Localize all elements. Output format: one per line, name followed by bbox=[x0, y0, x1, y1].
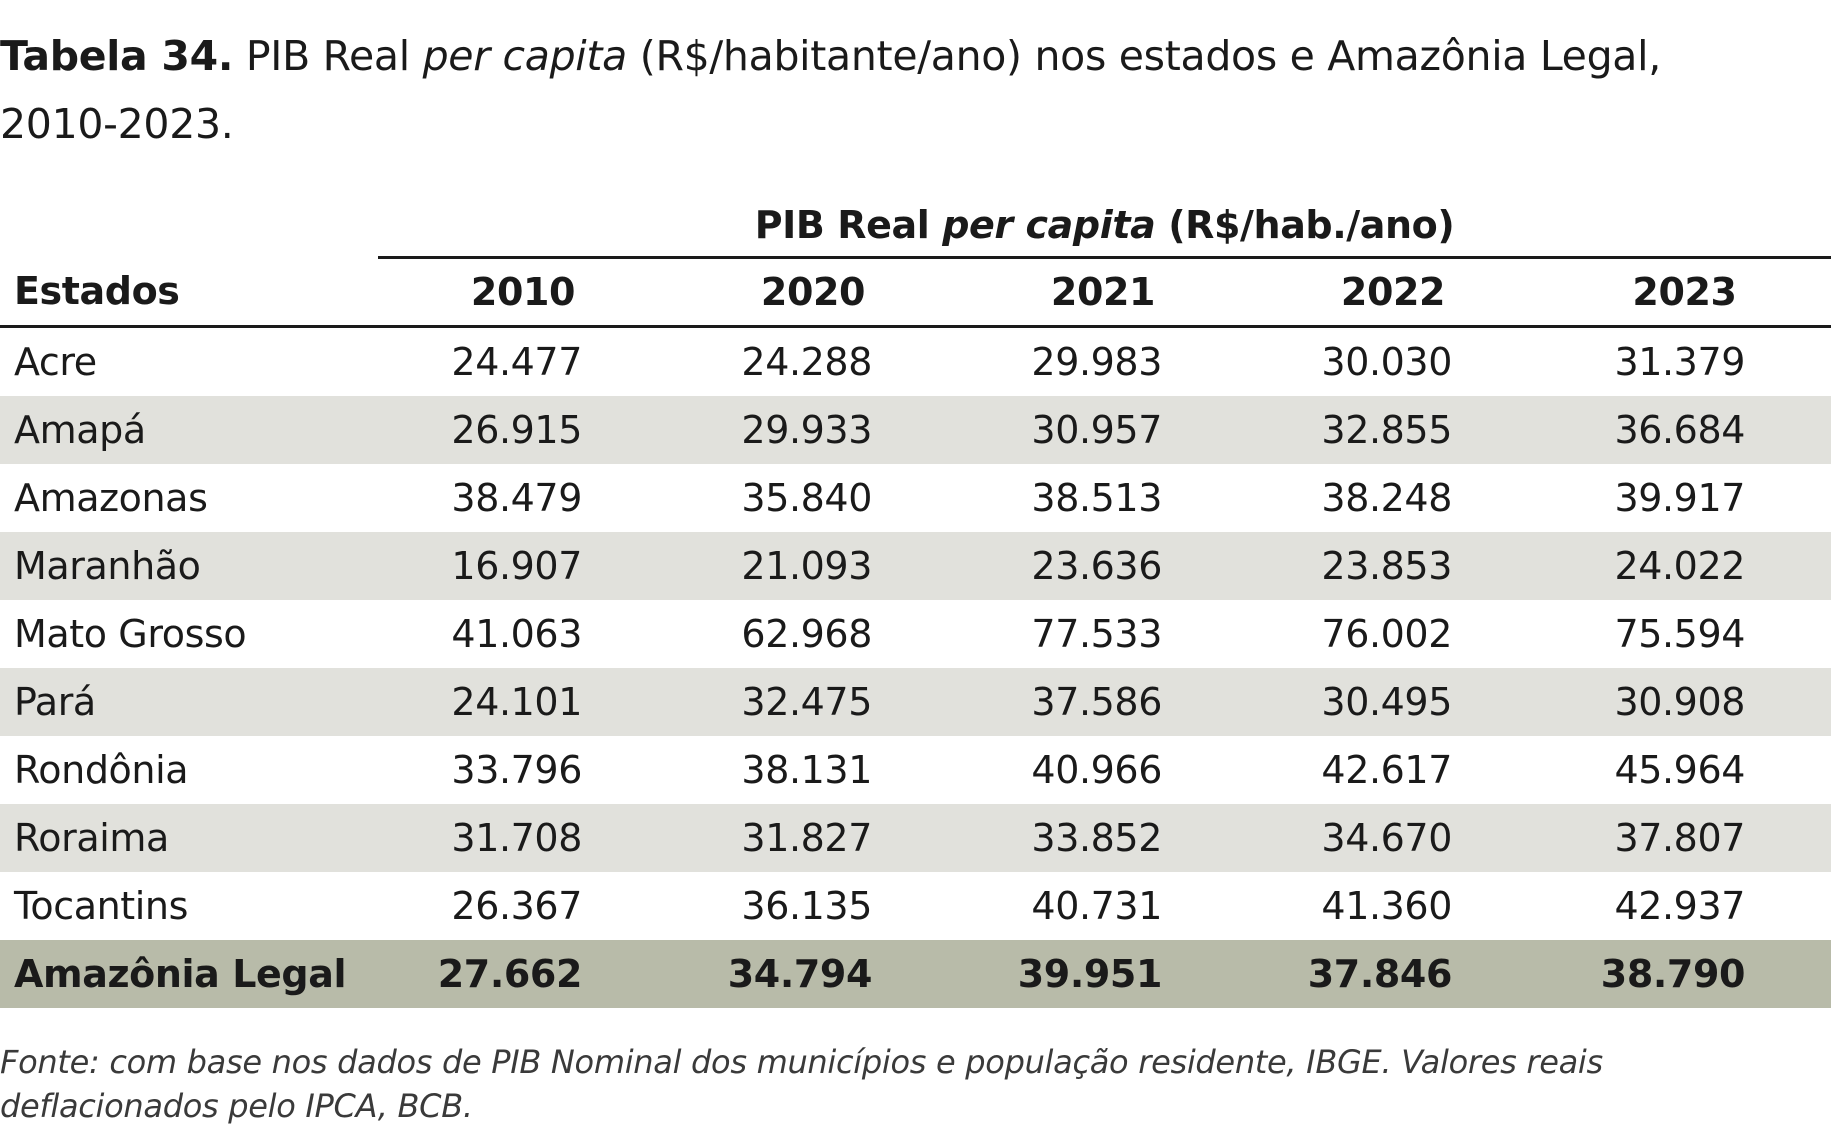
table-cell: 36.684 bbox=[1538, 396, 1831, 464]
group-header-row: PIB Real per capita (R$/hab./ano) bbox=[0, 194, 1831, 259]
total-cell: 27.662 bbox=[378, 940, 668, 1008]
table-cell: 31.827 bbox=[668, 804, 958, 872]
table-cell: 40.966 bbox=[1031, 748, 1162, 792]
total-cell: 37.846 bbox=[1248, 940, 1538, 1008]
table-cell: 38.248 bbox=[1321, 476, 1452, 520]
total-cell: 34.794 bbox=[668, 940, 958, 1008]
caption-text-after: (R$/habitante/ano) nos estados e Amazôni… bbox=[0, 32, 1661, 148]
column-header-year: 2023 bbox=[1538, 257, 1831, 328]
table-cell: 29.983 bbox=[1031, 340, 1162, 384]
table-cell: 36.135 bbox=[741, 884, 872, 928]
group-header-before: PIB Real bbox=[754, 203, 943, 247]
table-cell: 26.367 bbox=[451, 884, 582, 928]
table-cell: 31.708 bbox=[378, 804, 668, 872]
column-header-row: Estados 2010 2020 2021 2022 2023 bbox=[0, 257, 1831, 328]
table-cell: 41.063 bbox=[451, 612, 582, 656]
table-cell: 24.101 bbox=[378, 668, 668, 736]
table-cell: 76.002 bbox=[1321, 612, 1452, 656]
table-cell: 24.288 bbox=[741, 340, 872, 384]
table-caption: Tabela 34. PIB Real per capita (R$/habit… bbox=[0, 22, 1760, 158]
table-cell: 38.479 bbox=[451, 476, 582, 520]
table-cell: 75.594 bbox=[1614, 612, 1746, 656]
table-cell: 39.917 bbox=[1614, 476, 1746, 520]
caption-text-italic: per capita bbox=[422, 32, 628, 80]
table-cell: 38.131 bbox=[741, 748, 872, 792]
gdp-per-capita-table: PIB Real per capita (R$/hab./ano) Estado… bbox=[0, 194, 1831, 1008]
column-header-estados: Estados bbox=[0, 257, 378, 328]
state-name: Acre bbox=[14, 340, 97, 384]
column-header-year: 2010 bbox=[378, 257, 668, 328]
table-cell: 30.495 bbox=[1248, 668, 1538, 736]
table-row: Rondônia 33.796 38.131 40.966 42.617 45.… bbox=[0, 736, 1831, 804]
table-cell: 30.908 bbox=[1538, 668, 1831, 736]
table-row: Mato Grosso 41.063 62.968 77.533 76.002 … bbox=[0, 600, 1831, 668]
table-cell: 31.379 bbox=[1614, 340, 1746, 384]
table-row: Pará 24.101 32.475 37.586 30.495 30.908 bbox=[0, 668, 1831, 736]
column-header-year: 2021 bbox=[958, 257, 1248, 328]
group-header: PIB Real per capita (R$/hab./ano) bbox=[378, 194, 1831, 259]
table-row: Roraima 31.708 31.827 33.852 34.670 37.8… bbox=[0, 804, 1831, 872]
table-cell: 23.853 bbox=[1248, 532, 1538, 600]
table-row: Amapá 26.915 29.933 30.957 32.855 36.684 bbox=[0, 396, 1831, 464]
state-name: Roraima bbox=[0, 804, 378, 872]
table-cell: 40.731 bbox=[1031, 884, 1162, 928]
table-cell: 26.915 bbox=[378, 396, 668, 464]
table-row: Acre 24.477 24.288 29.983 30.030 31.379 bbox=[0, 327, 1831, 397]
state-name: Mato Grosso bbox=[14, 612, 247, 656]
table-cell: 34.670 bbox=[1248, 804, 1538, 872]
state-name: Rondônia bbox=[14, 748, 189, 792]
caption-text-before: PIB Real bbox=[233, 32, 423, 80]
table-cell: 21.093 bbox=[668, 532, 958, 600]
table-cell: 32.855 bbox=[1248, 396, 1538, 464]
group-header-spacer bbox=[0, 194, 378, 258]
table-cell: 23.636 bbox=[958, 532, 1248, 600]
total-cell: 39.951 bbox=[958, 940, 1248, 1008]
table-cell: 41.360 bbox=[1321, 884, 1452, 928]
table-cell: 30.030 bbox=[1321, 340, 1452, 384]
table-cell: 35.840 bbox=[741, 476, 872, 520]
table-row: Maranhão 16.907 21.093 23.636 23.853 24.… bbox=[0, 532, 1831, 600]
total-cell: 38.790 bbox=[1538, 940, 1831, 1008]
caption-label: Tabela 34. bbox=[0, 32, 234, 80]
table-cell: 38.513 bbox=[1031, 476, 1162, 520]
table-cell: 24.477 bbox=[451, 340, 582, 384]
table-cell: 16.907 bbox=[378, 532, 668, 600]
table-cell: 33.852 bbox=[958, 804, 1248, 872]
table-cell: 37.807 bbox=[1538, 804, 1831, 872]
table-row: Amazonas 38.479 35.840 38.513 38.248 39.… bbox=[0, 464, 1831, 532]
table-cell: 45.964 bbox=[1614, 748, 1746, 792]
table-cell: 77.533 bbox=[1031, 612, 1162, 656]
table-cell: 29.933 bbox=[668, 396, 958, 464]
column-header-year: 2022 bbox=[1248, 257, 1538, 328]
table-cell: 33.796 bbox=[451, 748, 582, 792]
state-name: Tocantins bbox=[14, 884, 189, 928]
state-name: Maranhão bbox=[0, 532, 378, 600]
table-cell: 30.957 bbox=[958, 396, 1248, 464]
table-cell: 32.475 bbox=[668, 668, 958, 736]
table-cell: 37.586 bbox=[958, 668, 1248, 736]
total-row: Amazônia Legal 27.662 34.794 39.951 37.8… bbox=[0, 940, 1831, 1008]
source-note: Fonte: com base nos dados de PIB Nominal… bbox=[0, 1043, 1603, 1125]
group-header-italic: per capita bbox=[942, 203, 1156, 247]
state-name: Amapá bbox=[0, 396, 378, 464]
total-row-label: Amazônia Legal bbox=[0, 940, 378, 1008]
state-name: Amazonas bbox=[14, 476, 208, 520]
table-cell: 24.022 bbox=[1538, 532, 1831, 600]
table-row: Tocantins 26.367 36.135 40.731 41.360 42… bbox=[0, 872, 1831, 940]
state-name: Pará bbox=[0, 668, 378, 736]
table-cell: 42.617 bbox=[1321, 748, 1452, 792]
table-cell: 42.937 bbox=[1614, 884, 1746, 928]
table-cell: 62.968 bbox=[741, 612, 872, 656]
group-header-after: (R$/hab./ano) bbox=[1155, 203, 1455, 247]
column-header-year: 2020 bbox=[668, 257, 958, 328]
